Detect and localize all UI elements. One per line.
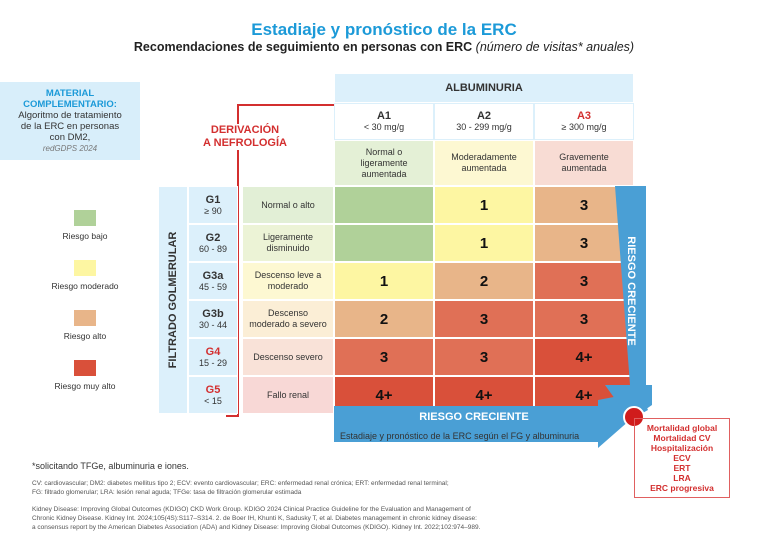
abbrev-line1: CV: cardiovascular; DM2: diabetes mellit… bbox=[32, 480, 449, 487]
row-desc: Fallo renal bbox=[242, 376, 334, 414]
material-line1: Algoritmo de tratamiento bbox=[18, 110, 122, 121]
row-code: G3b bbox=[202, 307, 224, 320]
risk-cell: 1 bbox=[334, 262, 434, 300]
row-range: 30 - 44 bbox=[198, 319, 228, 330]
risk-cell: 3 bbox=[534, 300, 634, 338]
outcome-item: Mortalidad CV bbox=[653, 433, 711, 443]
row-stage-g1: G1 ≥ 90 bbox=[188, 186, 238, 224]
material-line3: con DM2, bbox=[49, 132, 91, 143]
derivation-line bbox=[237, 104, 239, 126]
row-stage-g4: G4 15 - 29 bbox=[188, 338, 238, 376]
derivation-line2: A NEFROLOGÍA bbox=[203, 137, 287, 149]
row-code: G1 bbox=[205, 193, 221, 206]
vertical-arrow bbox=[615, 186, 646, 385]
outcome-item: LRA bbox=[673, 473, 691, 483]
outcome-item: ERT bbox=[673, 463, 691, 473]
derivation-line bbox=[226, 415, 239, 417]
albuminuria-col-a2: A2 30 - 299 mg/g bbox=[434, 103, 534, 140]
col-code: A1 bbox=[376, 110, 392, 122]
row-code: G5 bbox=[205, 383, 221, 396]
col-code: A2 bbox=[476, 110, 492, 122]
derivation-line1: DERIVACIÓN bbox=[210, 124, 280, 136]
row-desc: Normal o alto bbox=[242, 186, 334, 224]
legend-label: Riesgo bajo bbox=[62, 231, 108, 241]
row-code: G2 bbox=[205, 231, 221, 244]
subtitle-text: Recomendaciones de seguimiento en person… bbox=[133, 40, 473, 54]
row-desc: Descenso leve a moderado bbox=[242, 262, 334, 300]
outcome-item: ERC progresiva bbox=[650, 483, 714, 493]
row-desc: Ligeramente disminuido bbox=[242, 224, 334, 262]
col-range: < 30 mg/g bbox=[363, 122, 405, 132]
outcome-item: ECV bbox=[673, 453, 691, 463]
legend-label: Riesgo muy alto bbox=[54, 381, 116, 391]
diagram-caption: Estadiaje y pronóstico de la ERC según e… bbox=[340, 431, 580, 441]
material-source: redGDPS 2024 bbox=[42, 144, 98, 153]
row-code: G3a bbox=[202, 269, 224, 282]
col-range: 30 - 299 mg/g bbox=[456, 122, 512, 132]
risk-cell: 1 bbox=[434, 186, 534, 224]
reference-line1: Kidney Disease: Improving Global Outcome… bbox=[32, 506, 471, 513]
legend-label: Riesgo moderado bbox=[51, 281, 119, 291]
risk-cell: 3 bbox=[434, 300, 534, 338]
risk-cell: 1 bbox=[434, 224, 534, 262]
arrow-h-label: RIESGO CRECIENTE bbox=[419, 411, 529, 423]
outcome-item: Hospitalización bbox=[650, 443, 714, 453]
albuminuria-col-a1: A1 < 30 mg/g bbox=[334, 103, 434, 140]
row-stage-g3b: G3b 30 - 44 bbox=[188, 300, 238, 338]
reference-line2: Chronic Kidney Disease. Kidney Int. 2024… bbox=[32, 515, 477, 522]
legend-swatch bbox=[74, 310, 96, 326]
footnote: *solicitando TFGe, albuminuria e iones. bbox=[32, 461, 189, 471]
abbrev-line2: FG: filtrado glomerular; LRA: lesión ren… bbox=[32, 489, 302, 496]
row-code: G4 bbox=[205, 345, 221, 358]
risk-cell bbox=[334, 186, 434, 224]
row-stage-g3a: G3a 45 - 59 bbox=[188, 262, 238, 300]
material-box[interactable]: MATERIAL COMPLEMENTARIO: Algoritmo de tr… bbox=[0, 82, 140, 160]
row-range: ≥ 90 bbox=[204, 205, 222, 216]
material-title2: COMPLEMENTARIO: bbox=[23, 99, 117, 110]
page-title: Estadiaje y pronóstico de la ERC bbox=[251, 20, 517, 39]
row-stage-g2: G2 60 - 89 bbox=[188, 224, 238, 262]
legend-swatch bbox=[74, 360, 96, 376]
outcomes-box: Mortalidad global Mortalidad CV Hospitaliz… bbox=[634, 418, 730, 498]
subtitle-note: (número de visitas* anuales) bbox=[475, 40, 635, 54]
derivation-label: DERIVACIÓN A NEFROLOGÍA bbox=[195, 124, 295, 150]
risk-cell: 2 bbox=[334, 300, 434, 338]
reference-line3: a consensus report by the American Diabe… bbox=[32, 524, 481, 531]
row-range: 15 - 29 bbox=[198, 357, 228, 368]
page-subtitle: Recomendaciones de seguimiento en person… bbox=[0, 40, 768, 54]
legend-swatch bbox=[74, 260, 96, 276]
row-range: < 15 bbox=[204, 395, 222, 406]
legend-swatch bbox=[74, 210, 96, 226]
row-desc: Descenso severo bbox=[242, 338, 334, 376]
outcome-item: Mortalidad global bbox=[646, 423, 718, 433]
risk-cell: 3 bbox=[534, 262, 634, 300]
col-code: A3 bbox=[576, 110, 592, 122]
albuminuria-header: ALBUMINURIA bbox=[334, 73, 634, 103]
row-range: 45 - 59 bbox=[198, 281, 228, 292]
col-desc: Normal o ligeramente aumentada bbox=[334, 140, 434, 186]
albuminuria-col-a3: A3 ≥ 300 mg/g bbox=[534, 103, 634, 140]
risk-cell bbox=[334, 224, 434, 262]
risk-cell: 3 bbox=[434, 338, 534, 376]
col-desc: Moderadamente aumentada bbox=[434, 140, 534, 186]
risk-cell: 3 bbox=[534, 224, 634, 262]
arrow-v-label: RIESGO CRECIENTE bbox=[625, 236, 637, 346]
col-desc: Gravemente aumentada bbox=[534, 140, 634, 186]
col-range: ≥ 300 mg/g bbox=[561, 122, 607, 132]
derivation-line bbox=[237, 150, 239, 416]
row-range: 60 - 89 bbox=[198, 243, 228, 254]
risk-cell: 2 bbox=[434, 262, 534, 300]
legend-label: Riesgo alto bbox=[63, 331, 107, 341]
risk-cell: 4+ bbox=[534, 338, 634, 376]
risk-cell: 3 bbox=[334, 338, 434, 376]
fg-label: FILTRADO GOLMERULAR bbox=[167, 231, 179, 369]
material-line2: de la ERC en personas bbox=[20, 121, 120, 132]
material-title1: MATERIAL bbox=[45, 88, 95, 99]
arrow-v-box: RIESGO CRECIENTE bbox=[616, 186, 646, 396]
row-desc: Descenso moderado a severo bbox=[242, 300, 334, 338]
horizontal-arrow bbox=[334, 406, 600, 442]
row-stage-g5: G5 < 15 bbox=[188, 376, 238, 414]
fg-label-box: FILTRADO GOLMERULAR bbox=[158, 186, 188, 414]
